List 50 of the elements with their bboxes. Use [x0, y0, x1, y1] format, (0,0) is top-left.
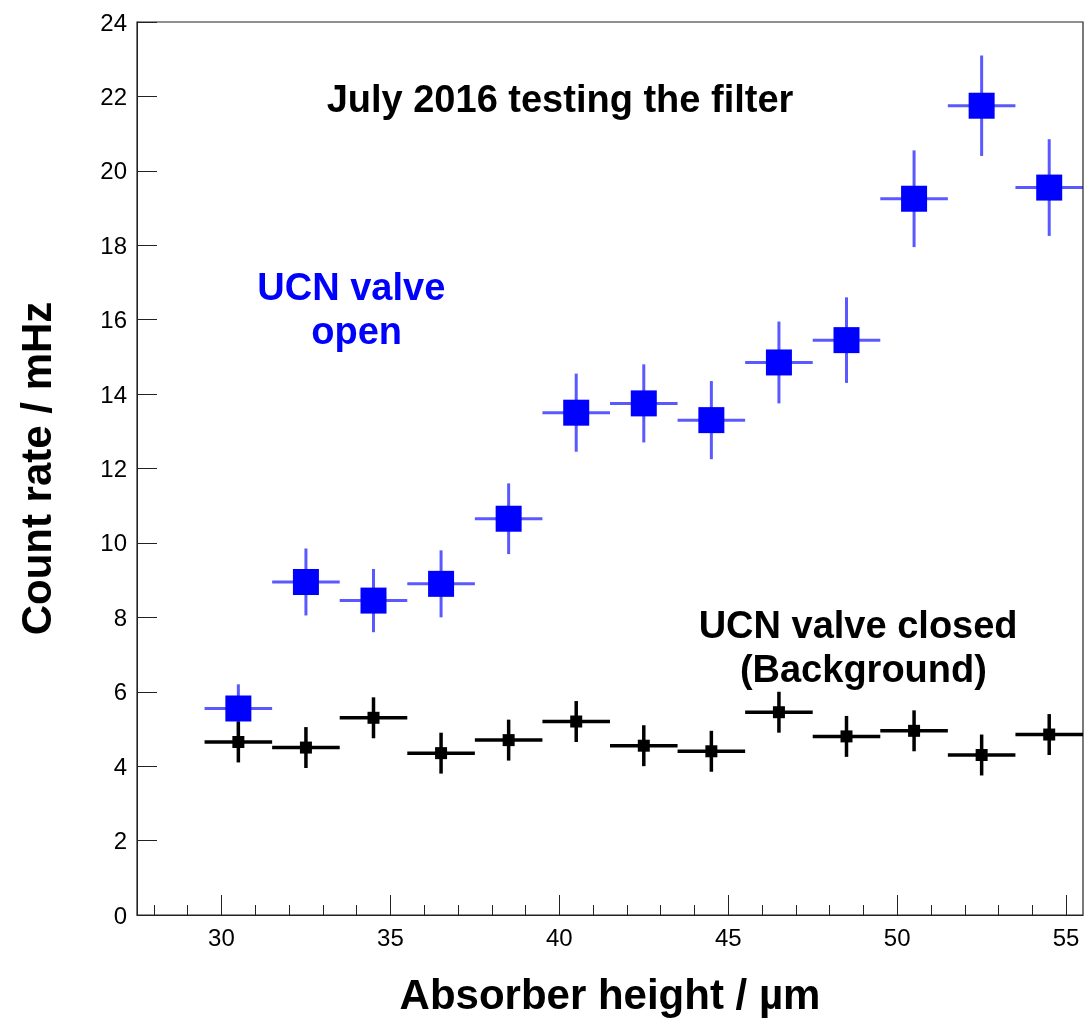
- y-tick-label: 4: [113, 752, 127, 780]
- y-axis-title: Count rate / mHz: [12, 301, 60, 636]
- y-tick-label: 22: [100, 82, 127, 110]
- y-tick-label: 6: [113, 678, 127, 706]
- point: [435, 747, 448, 760]
- point: [360, 587, 387, 614]
- series-label: UCN valve closed (Background): [698, 604, 1029, 691]
- x-tick-label: 50: [883, 923, 911, 951]
- point: [840, 730, 853, 743]
- point: [428, 570, 455, 597]
- point: [225, 695, 252, 722]
- point: [563, 399, 590, 426]
- text: July 2016 testing the filter: [326, 78, 794, 120]
- point: [968, 92, 995, 119]
- point: [975, 749, 988, 761]
- x-axis-title: Absorber height / µm: [399, 970, 821, 1018]
- point: [698, 407, 725, 434]
- point: [901, 185, 928, 212]
- y-tick-label: 14: [100, 380, 127, 408]
- point: [232, 735, 245, 748]
- point: [637, 739, 650, 752]
- point: [1036, 174, 1063, 201]
- point: [772, 706, 785, 719]
- y-tick-label: 20: [100, 157, 127, 185]
- point: [570, 715, 583, 728]
- point: [495, 505, 522, 532]
- point: [705, 745, 718, 758]
- y-tick-label: 2: [113, 827, 127, 855]
- point: [502, 734, 515, 747]
- y-tick-label: 10: [100, 529, 127, 557]
- x-tick-label: 45: [714, 923, 742, 951]
- y-tick-label: 12: [100, 455, 127, 482]
- point: [299, 741, 312, 754]
- x-tick-label: 40: [545, 923, 573, 951]
- x-tick-label: 30: [208, 923, 235, 951]
- point: [1043, 728, 1056, 741]
- point: [367, 711, 380, 724]
- x-tick-label: 35: [377, 923, 404, 951]
- text: UCN valve open: [257, 265, 456, 352]
- y-tick-label: 24: [100, 8, 127, 36]
- y-tick-label: 18: [100, 231, 127, 259]
- point: [833, 327, 860, 354]
- point: [292, 568, 319, 595]
- y-tick-label: 8: [113, 603, 127, 631]
- point: [630, 390, 657, 417]
- point: [908, 724, 921, 737]
- y-tick-label: 16: [100, 306, 127, 334]
- x-tick-label: 55: [1052, 923, 1080, 951]
- point: [765, 349, 792, 376]
- y-tick-label: 0: [113, 901, 127, 929]
